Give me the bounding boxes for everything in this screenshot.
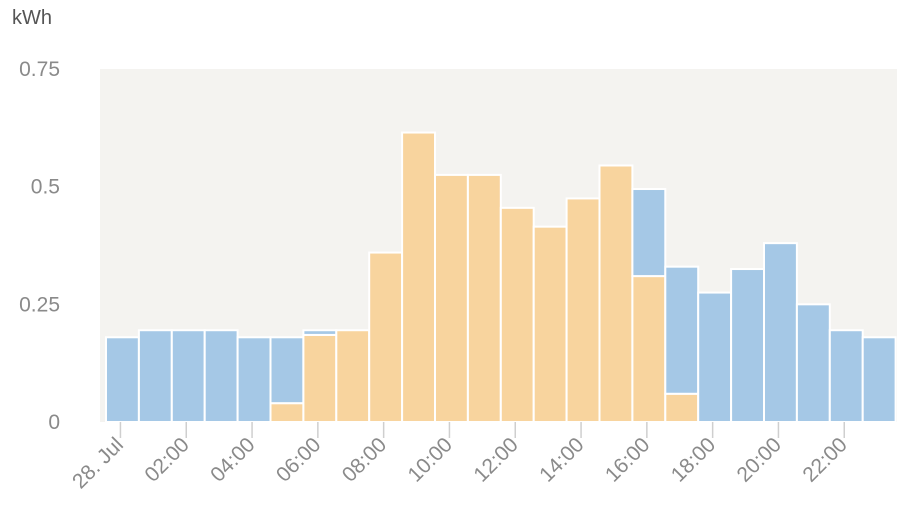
bar-hour-12-series-0[interactable] [499, 206, 535, 423]
bar-hour-18-series-1[interactable] [697, 291, 733, 424]
bar-hour-9-series-0[interactable] [401, 131, 437, 423]
bar-hour-5-series-0[interactable] [269, 402, 305, 424]
y-tick-label: 0.75 [19, 58, 60, 81]
bar-hour-15-series-0[interactable] [598, 164, 634, 423]
bar-hour-6-series-0[interactable] [302, 333, 338, 423]
x-tick-label: 12:00 [469, 433, 522, 486]
bar-hour-10-series-0[interactable] [434, 173, 469, 423]
bar-hour-22-series-1[interactable] [828, 329, 864, 423]
bar-hour-7-series-0[interactable] [335, 329, 371, 423]
bar-hour-4-series-1[interactable] [236, 336, 272, 423]
bar-hour-8-series-0[interactable] [368, 251, 404, 423]
bar-hour-11-series-0[interactable] [466, 173, 502, 423]
x-tick-label: 10:00 [404, 433, 457, 486]
bar-hour-16-series-0[interactable] [631, 275, 667, 423]
y-axis-ticks: 0 0.25 0.5 0.75 [19, 58, 60, 434]
bar-hour-19-series-1[interactable] [730, 268, 765, 423]
x-tick-label: 08:00 [338, 433, 391, 486]
bar-hour-0-series-1[interactable] [105, 336, 140, 423]
x-axis-ticks: 28. Jul 02:00 04:00 06:00 08:00 10:00 12:00 14:… [68, 422, 852, 493]
bar-hour-16-series-1[interactable] [631, 188, 667, 278]
x-tick-label: 14:00 [535, 433, 588, 486]
y-tick-label: 0.25 [19, 293, 60, 316]
bar-hour-17-series-0[interactable] [664, 392, 700, 424]
unit-label: kWh [12, 7, 52, 29]
bar-hour-6-series-1[interactable] [302, 329, 338, 336]
bar-hour-1-series-1[interactable] [137, 329, 173, 423]
y-tick-label: 0.5 [31, 176, 60, 199]
x-tick-label: 22:00 [798, 433, 851, 486]
bars-group [105, 131, 897, 424]
bar-hour-5-series-1[interactable] [269, 336, 305, 405]
x-tick-label: 18:00 [667, 433, 720, 486]
x-tick-label: 06:00 [272, 433, 325, 486]
x-tick-label: 28. Jul [68, 433, 128, 493]
bar-hour-14-series-0[interactable] [565, 197, 601, 423]
bar-hour-21-series-1[interactable] [795, 303, 831, 424]
y-tick-label: 0 [48, 411, 60, 434]
bar-hour-3-series-1[interactable] [203, 329, 239, 423]
bar-hour-20-series-1[interactable] [763, 242, 798, 423]
bar-hour-23-series-1[interactable] [861, 336, 897, 423]
bar-hour-17-series-1[interactable] [664, 265, 700, 395]
x-tick-label: 04:00 [206, 433, 259, 486]
bar-hour-13-series-0[interactable] [532, 225, 568, 423]
x-tick-label: 02:00 [140, 433, 193, 486]
x-tick-label: 20:00 [733, 433, 786, 486]
x-tick-label: 16:00 [601, 433, 654, 486]
bar-hour-2-series-1[interactable] [170, 329, 206, 423]
